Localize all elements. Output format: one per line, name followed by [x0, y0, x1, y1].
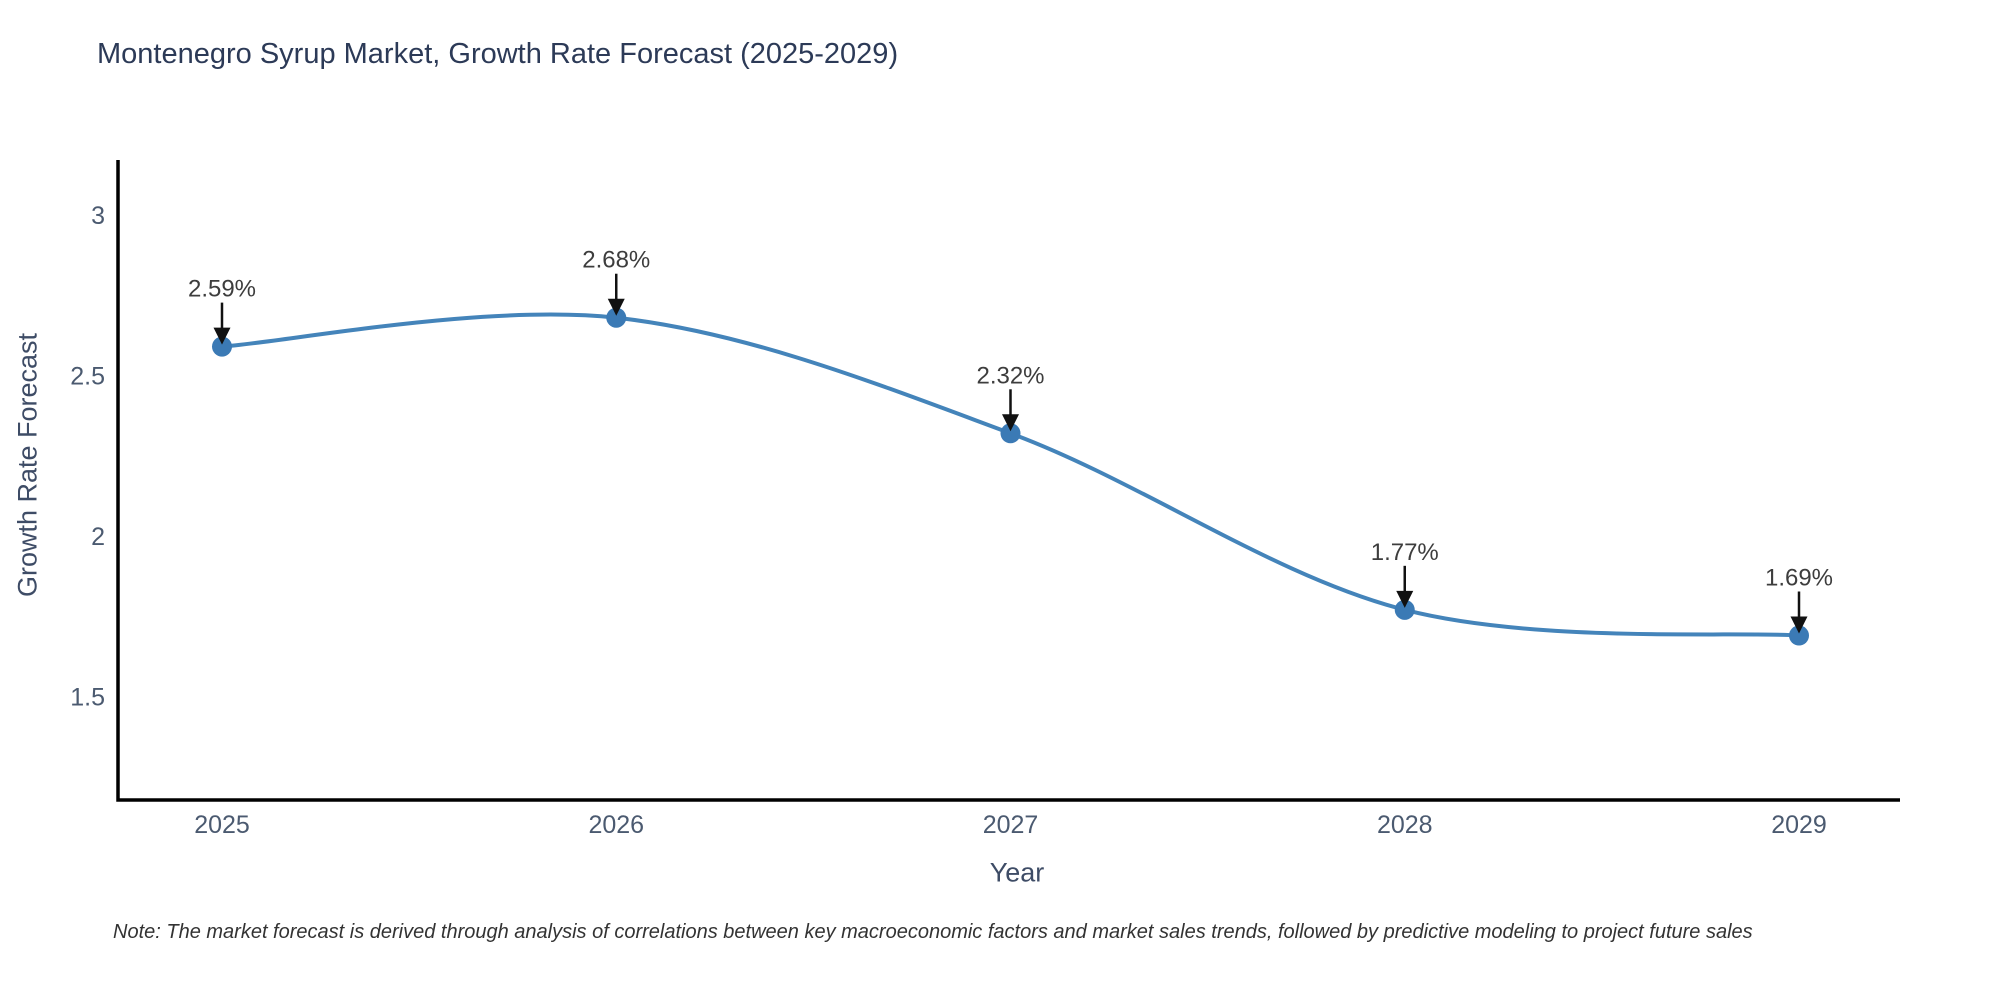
annotation-arrowhead: [1002, 414, 1019, 432]
y-tick-label: 1.5: [70, 684, 105, 712]
annotation-arrowhead: [1396, 590, 1414, 608]
x-tick-label: 2029: [1771, 811, 1827, 839]
y-tick-label: 3: [91, 202, 105, 230]
point-value-label: 1.69%: [1765, 565, 1833, 592]
data-point-marker: [606, 307, 627, 328]
annotation-arrowhead: [607, 298, 625, 316]
point-value-label: 1.77%: [1371, 539, 1439, 566]
data-point-marker: [212, 336, 232, 357]
point-value-label: 2.32%: [976, 362, 1044, 389]
x-tick-label: 2028: [1377, 811, 1433, 839]
point-value-label: 2.68%: [582, 247, 650, 274]
x-axis-title: Year: [989, 857, 1045, 888]
footnote: Note: The market forecast is derived thr…: [113, 921, 1753, 943]
x-tick-label: 2025: [194, 811, 250, 839]
annotation-arrowhead: [213, 327, 231, 345]
x-tick-label: 2027: [983, 811, 1039, 839]
x-tick-label: 2026: [588, 811, 644, 839]
point-value-label: 2.59%: [188, 276, 256, 303]
data-point-marker: [1789, 625, 1809, 646]
data-point-marker: [1000, 423, 1021, 444]
chart-title: Montenegro Syrup Market, Growth Rate For…: [97, 38, 899, 70]
data-point-marker: [1394, 599, 1415, 620]
y-tick-label: 2: [91, 523, 105, 551]
axis-spines: [116, 160, 1900, 802]
y-tick-label: 2.5: [70, 363, 105, 391]
annotation-arrowhead: [1790, 616, 1808, 634]
